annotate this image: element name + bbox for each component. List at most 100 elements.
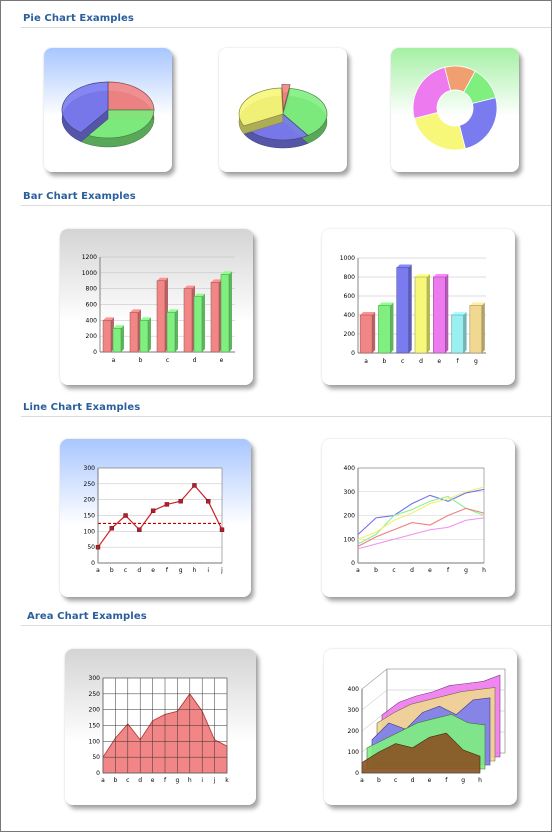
- bar-top: [130, 309, 141, 313]
- x-tick-label: c: [124, 567, 127, 574]
- x-tick-label: e: [437, 358, 441, 365]
- bar: [129, 312, 139, 353]
- bar-side: [175, 309, 178, 352]
- y-tick-label: 300: [348, 707, 360, 714]
- y-tick-label: 200: [344, 513, 356, 520]
- gridline: [361, 668, 505, 690]
- bar: [166, 312, 176, 353]
- x-tick-label: c: [392, 567, 395, 574]
- x-tick-label: c: [394, 777, 397, 784]
- pie-slice: [281, 84, 291, 111]
- y-tick-label: 0: [355, 770, 359, 777]
- bar-top: [113, 325, 124, 329]
- y-tick-label: 200: [86, 333, 98, 340]
- bar-top: [451, 312, 467, 315]
- y-tick-label: 600: [344, 293, 356, 300]
- pie-slice: [107, 81, 155, 111]
- area-fill: [361, 732, 481, 774]
- x-tick-label: h: [482, 567, 486, 574]
- x-tick-label: h: [188, 777, 192, 784]
- data-point: [164, 502, 170, 507]
- x-tick-label: d: [137, 567, 141, 574]
- y-tick-label: 600: [86, 302, 98, 309]
- doughnut-slice: [413, 111, 466, 151]
- data-point: [109, 525, 114, 531]
- y-tick-label: 0: [96, 770, 100, 777]
- y-tick-label: 400: [344, 312, 356, 319]
- y-tick-label: 300: [89, 675, 101, 682]
- x-tick-label: f: [164, 777, 167, 784]
- plot-frame: [102, 677, 228, 774]
- x-tick-label: c: [401, 358, 404, 365]
- x-tick-label: b: [110, 567, 114, 574]
- data-point: [137, 527, 142, 532]
- y-tick-label: 200: [348, 728, 360, 735]
- y-tick-label: 400: [86, 317, 98, 324]
- y-tick-label: 0: [351, 560, 355, 567]
- y-tick-label: 300: [84, 465, 96, 472]
- x-tick-label: g: [464, 567, 468, 574]
- x-tick-label: j: [220, 567, 223, 574]
- y-tick-label: 150: [84, 513, 96, 520]
- pie-slice: [238, 87, 284, 127]
- x-tick-label: d: [138, 777, 142, 784]
- line-chart-multi[interactable]: 0 100 200 300 400 a b c d e f g h: [322, 439, 515, 597]
- section-title-area: Area Chart Examples: [27, 611, 147, 622]
- series-line: [97, 484, 223, 548]
- y-tick-label: 100: [348, 749, 360, 756]
- bar-top: [221, 271, 232, 275]
- bar-top: [194, 293, 205, 297]
- bar: [433, 276, 446, 354]
- x-tick-label: g: [179, 567, 183, 574]
- x-tick-label: b: [377, 777, 381, 784]
- bar-side: [372, 312, 376, 353]
- y-tick-label: 800: [344, 274, 356, 281]
- x-tick-label: i: [207, 567, 209, 574]
- bar: [139, 320, 149, 353]
- x-tick-label: d: [419, 358, 423, 365]
- y-tick-label: 1200: [82, 254, 97, 261]
- data-point: [178, 499, 183, 504]
- bar-side: [229, 271, 232, 352]
- bar-top: [360, 312, 376, 315]
- bar-side: [427, 274, 430, 353]
- doughnut-slice: [458, 97, 498, 150]
- divider: [21, 27, 551, 28]
- bar: [183, 288, 193, 353]
- bar-top: [469, 302, 485, 306]
- x-tick-label: b: [383, 358, 387, 365]
- x-tick-label: g: [175, 777, 179, 784]
- area-chart-grid[interactable]: a b c d e f g h i j k 0 50 100 150 200 250 300: [65, 649, 256, 805]
- x-tick-label: f: [445, 777, 448, 784]
- x-tick-label: g: [461, 777, 465, 784]
- y-tick-label: 250: [84, 481, 96, 488]
- bar: [156, 280, 166, 353]
- bar: [359, 314, 373, 354]
- x-tick-label: e: [428, 777, 432, 784]
- section-title-pie: Pie Chart Examples: [23, 13, 134, 24]
- x-tick-label: f: [457, 358, 460, 365]
- data-point: [206, 499, 211, 504]
- doughnut-chart[interactable]: [391, 48, 519, 172]
- x-tick-label: a: [364, 358, 368, 365]
- series-line: [357, 488, 485, 535]
- bar-top: [184, 285, 195, 289]
- x-tick-label: f: [166, 567, 169, 574]
- bar: [469, 305, 483, 354]
- bar: [210, 282, 220, 353]
- pie-chart-exploded[interactable]: [219, 48, 347, 172]
- pie-slice: [61, 81, 109, 134]
- bar-top: [211, 279, 222, 283]
- y-tick-label: 1000: [340, 255, 355, 262]
- bar-chart-grouped[interactable]: 0 200 400 600 800 1000 1200 a b c d e: [60, 229, 253, 385]
- area-chart-3d[interactable]: 0 100 200 300 400 a b c d e f g h: [324, 649, 517, 805]
- data-point: [192, 483, 197, 488]
- line-chart-single[interactable]: 0 50 100 150 200 250 300 a b c d e f g h i j: [60, 439, 251, 597]
- bar-top: [103, 317, 114, 321]
- x-tick-label: i: [201, 777, 203, 784]
- series-line: [357, 517, 485, 550]
- bar-top: [140, 317, 151, 321]
- x-tick-label: a: [96, 567, 100, 574]
- bar-chart-colored[interactable]: 0 200 400 600 800 1000 a b c d e f g: [322, 229, 515, 385]
- pie-chart-3d[interactable]: [44, 48, 172, 172]
